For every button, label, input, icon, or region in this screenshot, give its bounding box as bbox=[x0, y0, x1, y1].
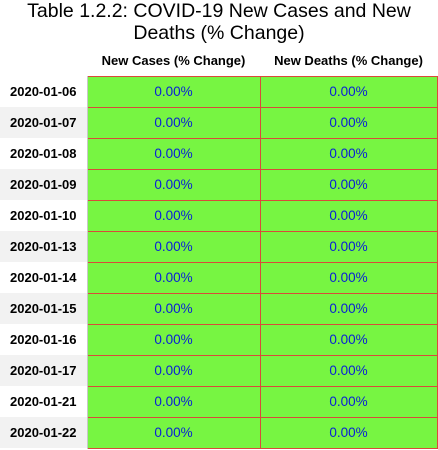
row-date-label: 2020-01-10 bbox=[0, 200, 88, 231]
column-header-new-deaths: New Deaths (% Change) bbox=[260, 45, 437, 76]
new-deaths-cell: 0.00% bbox=[259, 137, 438, 170]
new-deaths-cell: 0.00% bbox=[259, 261, 438, 294]
new-deaths-cell: 0.00% bbox=[259, 385, 438, 418]
new-cases-cell: 0.00% bbox=[86, 292, 261, 325]
table-title: Table 1.2.2: COVID-19 New Cases and New … bbox=[27, 0, 411, 44]
new-cases-cell: 0.00% bbox=[86, 385, 261, 418]
new-cases-cell: 0.00% bbox=[86, 230, 261, 263]
row-date-label: 2020-01-21 bbox=[0, 386, 88, 417]
row-date-label: 2020-01-06 bbox=[0, 76, 88, 107]
row-date-label: 2020-01-14 bbox=[0, 262, 88, 293]
table-row: 2020-01-17 0.00% 0.00% bbox=[0, 354, 438, 387]
new-deaths-cell: 0.00% bbox=[259, 75, 438, 108]
table-row: 2020-01-14 0.00% 0.00% bbox=[0, 261, 438, 294]
new-cases-cell: 0.00% bbox=[86, 354, 261, 387]
row-date-label: 2020-01-15 bbox=[0, 293, 88, 324]
new-deaths-cell: 0.00% bbox=[259, 230, 438, 263]
new-cases-cell: 0.00% bbox=[86, 261, 261, 294]
row-date-label: 2020-01-22 bbox=[0, 417, 88, 448]
new-deaths-cell: 0.00% bbox=[259, 292, 438, 325]
new-deaths-cell: 0.00% bbox=[259, 199, 438, 232]
header-row: New Cases (% Change) New Deaths (% Chang… bbox=[0, 45, 437, 76]
table-row: 2020-01-22 0.00% 0.00% bbox=[0, 416, 438, 449]
new-cases-cell: 0.00% bbox=[86, 75, 261, 108]
new-deaths-cell: 0.00% bbox=[259, 323, 438, 356]
row-date-label: 2020-01-07 bbox=[0, 107, 88, 138]
covid-change-table: New Cases (% Change) New Deaths (% Chang… bbox=[0, 45, 438, 449]
new-cases-cell: 0.00% bbox=[86, 199, 261, 232]
table-row: 2020-01-13 0.00% 0.00% bbox=[0, 230, 438, 263]
new-cases-cell: 0.00% bbox=[86, 106, 261, 139]
new-deaths-cell: 0.00% bbox=[259, 106, 438, 139]
table-row: 2020-01-15 0.00% 0.00% bbox=[0, 292, 438, 325]
header-corner-cell bbox=[0, 45, 87, 76]
table-row: 2020-01-09 0.00% 0.00% bbox=[0, 168, 438, 201]
row-date-label: 2020-01-09 bbox=[0, 169, 88, 200]
row-date-label: 2020-01-16 bbox=[0, 324, 88, 355]
new-deaths-cell: 0.00% bbox=[259, 168, 438, 201]
row-date-label: 2020-01-13 bbox=[0, 231, 88, 262]
table-row: 2020-01-07 0.00% 0.00% bbox=[0, 106, 438, 139]
table-row: 2020-01-10 0.00% 0.00% bbox=[0, 199, 438, 232]
column-header-new-cases: New Cases (% Change) bbox=[87, 45, 260, 76]
new-cases-cell: 0.00% bbox=[86, 416, 261, 449]
new-deaths-cell: 0.00% bbox=[259, 354, 438, 387]
table-row: 2020-01-06 0.00% 0.00% bbox=[0, 75, 438, 108]
new-deaths-cell: 0.00% bbox=[259, 416, 438, 449]
row-date-label: 2020-01-17 bbox=[0, 355, 88, 386]
table-row: 2020-01-21 0.00% 0.00% bbox=[0, 385, 438, 418]
row-date-label: 2020-01-08 bbox=[0, 138, 88, 169]
table-row: 2020-01-08 0.00% 0.00% bbox=[0, 137, 438, 170]
table-row: 2020-01-16 0.00% 0.00% bbox=[0, 323, 438, 356]
new-cases-cell: 0.00% bbox=[86, 168, 261, 201]
table-body: 2020-01-06 0.00% 0.00% 2020-01-07 0.00% 0.00%… bbox=[0, 75, 438, 449]
new-cases-cell: 0.00% bbox=[86, 137, 261, 170]
new-cases-cell: 0.00% bbox=[86, 323, 261, 356]
